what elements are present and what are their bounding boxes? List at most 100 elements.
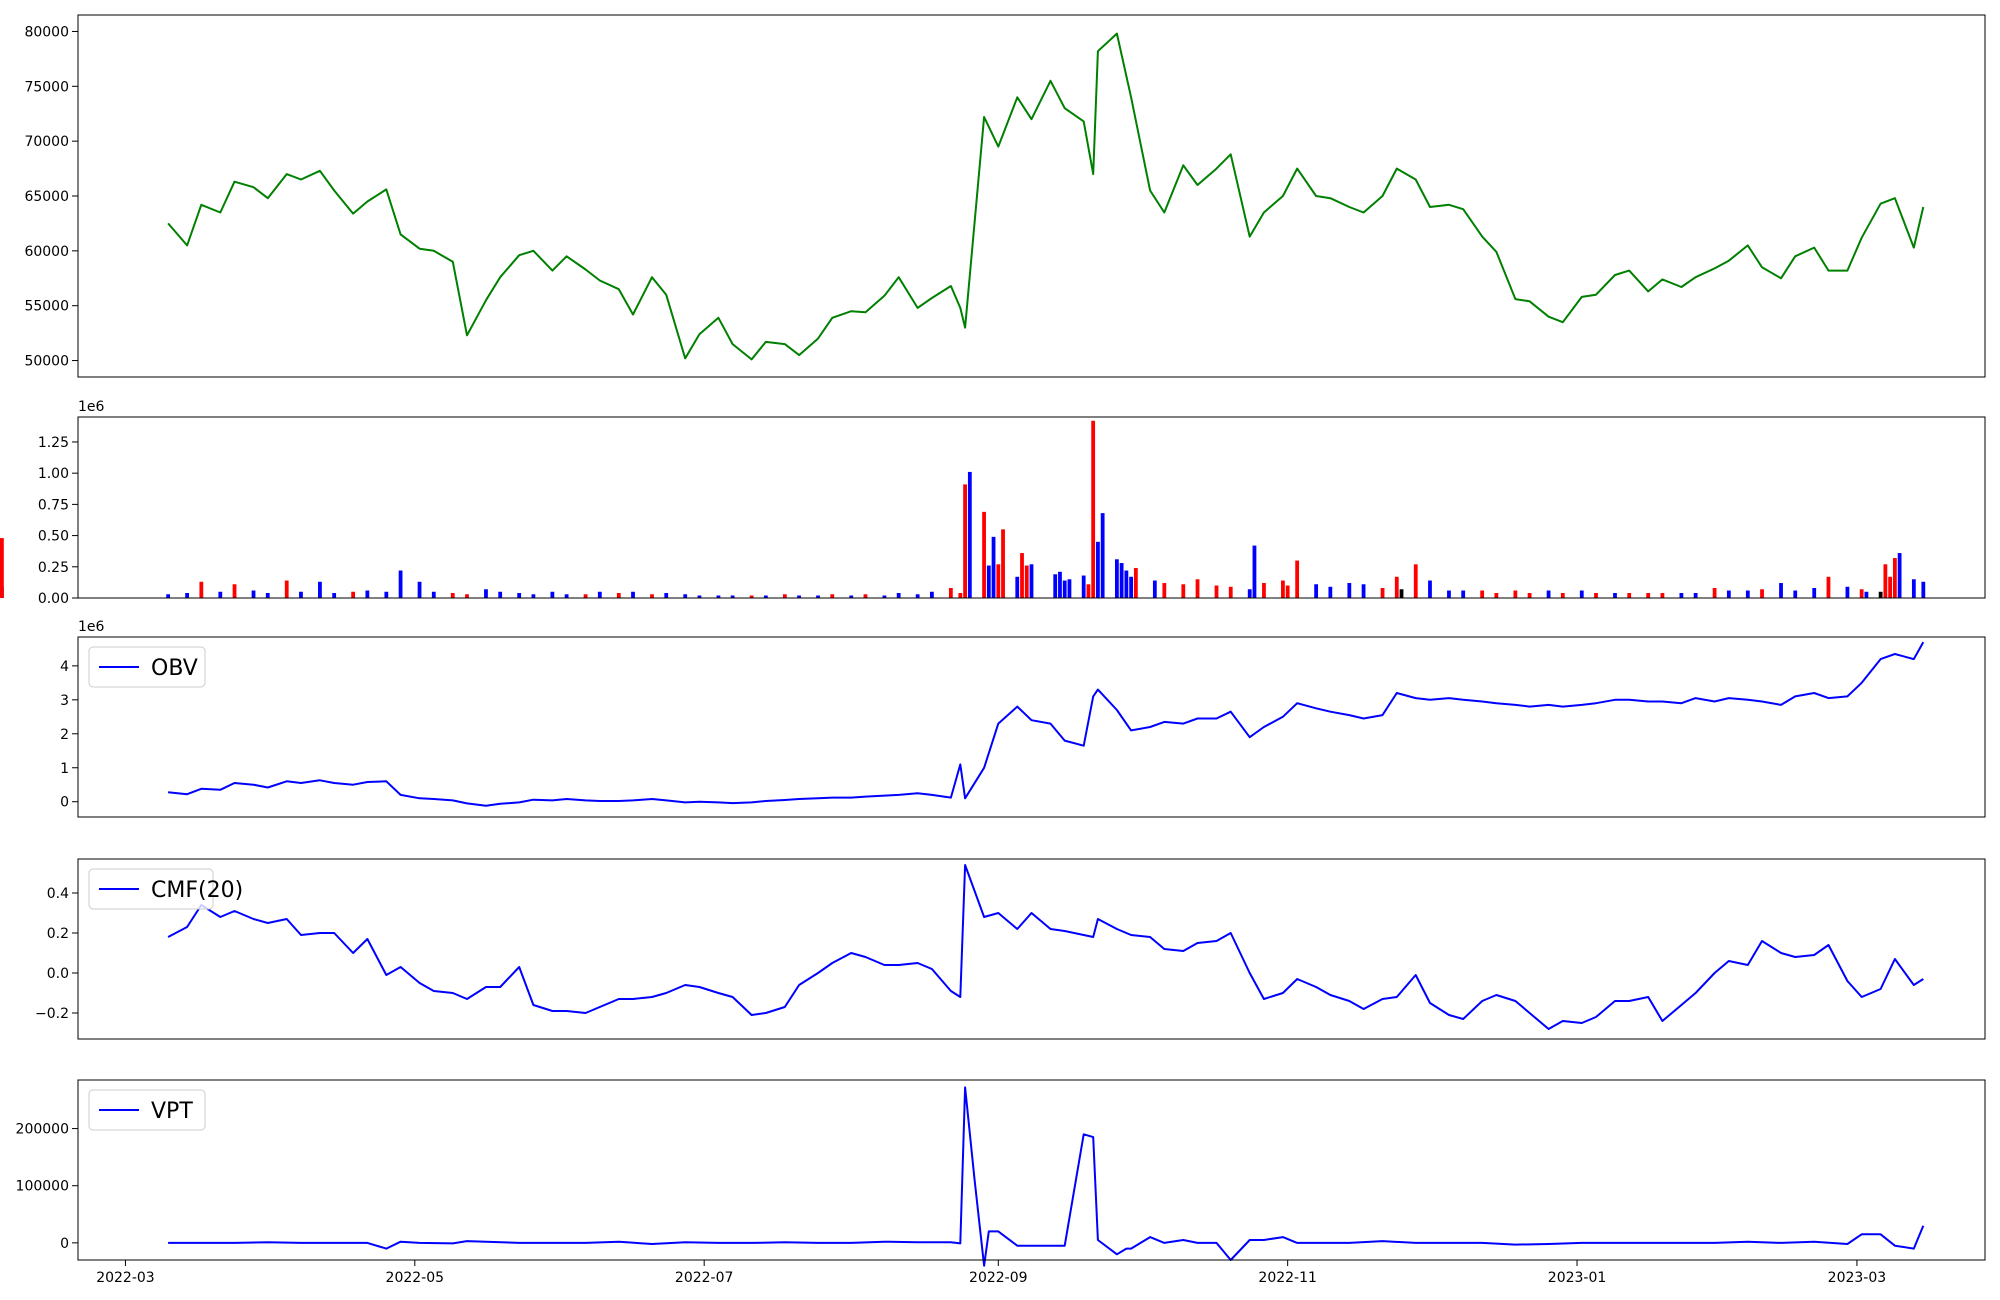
volume-bar [1461, 590, 1466, 598]
volume-bar [1091, 420, 1096, 598]
volume-bar [1124, 570, 1129, 598]
volume-bar [863, 594, 868, 598]
vpt-panel: 0 100000 200000 VPT 2022-03 2022-05 2022-07 202… [16, 1079, 1986, 1286]
volume-bar [849, 595, 854, 598]
price-panel: 50000 55000 60000 65000 70000 75000 80000 [24, 14, 1986, 378]
cmf-series-line [167, 864, 1924, 1030]
volume-bar [1447, 590, 1451, 598]
volume-bar [450, 593, 455, 598]
volume-bar [1361, 584, 1366, 598]
volume-bar [1119, 563, 1124, 598]
volume-bar [1162, 583, 1167, 598]
volume-bar [1911, 579, 1916, 598]
volume-bar [1845, 586, 1850, 598]
volume-bar [1228, 586, 1233, 598]
volume-bar [1129, 576, 1134, 598]
volume-bar [1494, 593, 1499, 598]
volume-bar [1214, 585, 1219, 598]
volume-bar [0, 538, 4, 598]
price-ytick-label: 50000 [24, 354, 69, 370]
volume-bar [1579, 590, 1584, 598]
volume-bar [1081, 575, 1086, 598]
volume-bar [1096, 541, 1100, 598]
obv-panel: 0 1 2 3 4 1e6 OBV [60, 619, 1986, 818]
obv-series-line [167, 641, 1925, 807]
volume-bar [564, 594, 569, 598]
volume-bar [1712, 588, 1717, 598]
cmf-ytick-label: 0.0 [47, 966, 69, 982]
volume-bar [1053, 574, 1058, 598]
volume-axes-frame [77, 416, 1986, 599]
cmf-axes-frame [77, 858, 1986, 1040]
volume-bar [1883, 564, 1888, 598]
volume-bar [384, 591, 389, 598]
volume-bar [1892, 558, 1897, 598]
volume-bar [517, 593, 522, 598]
volume-bar [1347, 583, 1352, 598]
volume-bar [1779, 583, 1783, 598]
xtick-label: 2022-11 [1258, 1270, 1317, 1286]
volume-bar [251, 590, 256, 598]
xtick-label: 2022-03 [96, 1270, 155, 1286]
volume-bar [484, 589, 488, 598]
volume-bar [1613, 593, 1617, 598]
obv-ytick-label: 2 [60, 727, 69, 743]
volume-bar [531, 594, 536, 598]
volume-bar [1693, 593, 1698, 598]
volume-bar [1394, 576, 1399, 598]
volume-bar [1726, 590, 1731, 598]
volume-bar [1745, 590, 1750, 598]
volume-bar [763, 595, 768, 598]
xtick-label: 2022-07 [675, 1270, 734, 1286]
volume-bar [597, 591, 602, 598]
vpt-ytick-label: 0 [60, 1236, 69, 1252]
cmf-legend-label: CMF(20) [151, 878, 243, 903]
price-axes-frame [77, 14, 1986, 378]
volume-bar [915, 594, 920, 598]
volume-bar [683, 594, 688, 598]
obv-ytick-label: 4 [60, 659, 69, 675]
volume-bar [1888, 576, 1893, 598]
volume-bar [1029, 564, 1034, 598]
xtick-label: 2022-05 [386, 1270, 445, 1286]
volume-ytick-label: 0.50 [38, 529, 69, 545]
obv-ytick-label: 3 [60, 693, 69, 709]
volume-bar [1328, 586, 1333, 598]
volume-bar [318, 581, 322, 598]
volume-bar [782, 594, 787, 598]
volume-bar [1181, 584, 1186, 598]
volume-bar [650, 594, 654, 598]
volume-bar [716, 595, 721, 598]
volume-bar [958, 593, 963, 598]
vpt-legend-label: VPT [151, 1099, 193, 1124]
volume-bar [1413, 564, 1418, 598]
volume-bar [1560, 593, 1565, 598]
volume-bar [1114, 559, 1119, 598]
volume-bar [1859, 589, 1864, 598]
cmf-ytick-label: 0.4 [47, 886, 69, 902]
vpt-ytick-label: 100000 [16, 1179, 69, 1195]
price-ytick-label: 70000 [24, 134, 69, 150]
volume-bar [991, 536, 996, 598]
volume-bar [1067, 579, 1072, 598]
volume-bar [797, 595, 801, 598]
volume-bar [1793, 590, 1798, 598]
price-ytick-label: 60000 [24, 244, 69, 260]
volume-bar [1281, 580, 1285, 598]
volume-bar [398, 570, 403, 598]
volume-bar [631, 591, 635, 598]
volume-ytick-label: 1.25 [38, 435, 69, 451]
volume-bar [1314, 584, 1319, 598]
volume-bar [1428, 580, 1432, 598]
volume-bar [1679, 593, 1684, 598]
volume-bar [948, 588, 953, 598]
volume-bar [199, 581, 204, 598]
volume-bar [816, 595, 820, 598]
volume-bar [1100, 513, 1105, 598]
volume-scale-label: 1e6 [78, 399, 105, 415]
volume-bar [982, 511, 986, 598]
vpt-series-line [168, 1086, 1925, 1267]
volume-bar [986, 565, 991, 598]
